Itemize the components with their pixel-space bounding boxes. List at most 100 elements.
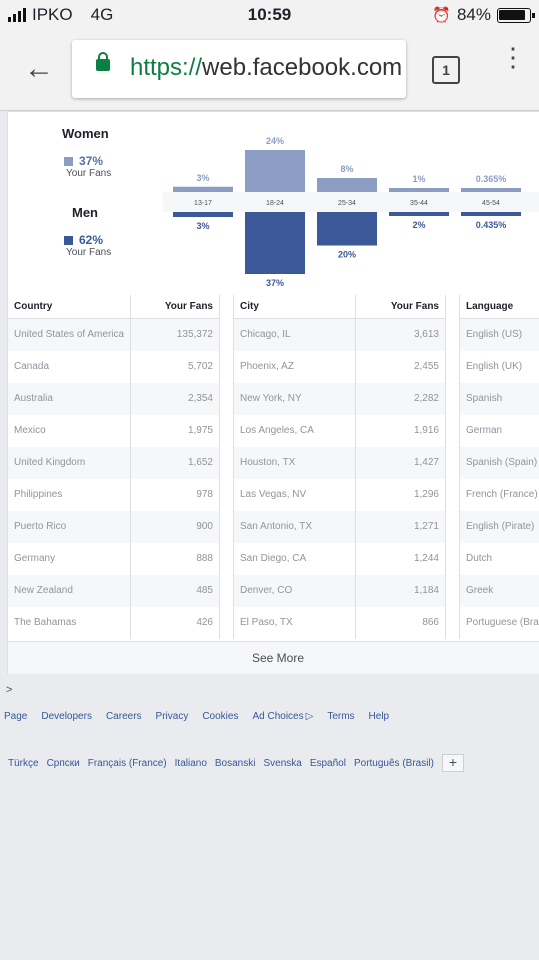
browser-toolbar: ← https://web.facebook.com 1 ⋮ <box>0 30 539 111</box>
men-sub: Your Fans <box>66 247 112 258</box>
men-legend: Men 62% Your Fans <box>64 205 111 258</box>
table-cell: Spanish <box>460 383 539 415</box>
table-cell: 1,652 <box>131 447 219 479</box>
table-cell: Greek <box>460 575 539 607</box>
footer-link[interactable]: Privacy <box>155 711 189 722</box>
country-column: Country United States of America Canada Aus… <box>8 295 130 639</box>
language-column: Language English (US) English (UK) Spanish G… <box>459 295 539 639</box>
battery-icon <box>497 7 535 23</box>
table-cell: 900 <box>131 511 219 543</box>
table-cell: Philippines <box>14 489 63 500</box>
table-cell: 426 <box>196 617 213 628</box>
table-cell: 2,354 <box>131 383 219 415</box>
table-cell: Germany <box>14 553 56 564</box>
back-arrow-icon[interactable]: ← <box>24 52 54 85</box>
table-cell: The Bahamas <box>14 617 77 628</box>
women-bar <box>389 188 449 192</box>
table-header[interactable]: City <box>234 295 356 319</box>
table-cell: Dutch <box>466 553 493 564</box>
more-languages-button[interactable]: + <box>442 754 464 772</box>
table-cell: English (US) <box>460 319 539 351</box>
table-header[interactable]: Your Fans <box>356 295 445 319</box>
table-header[interactable]: Language <box>460 295 539 319</box>
women-data-label: 8% <box>340 164 353 174</box>
table-cell: El Paso, TX <box>240 617 293 628</box>
table-cell: 1,244 <box>413 553 439 564</box>
city-column: City Chicago, IL Phoenix, AZ New York, NY Lo… <box>233 295 356 639</box>
url-text[interactable]: https://web.facebook.com <box>130 54 403 81</box>
table-cell: New York, NY <box>234 383 356 415</box>
age-tick-label: 35-44 <box>410 200 428 207</box>
table-cell: Portuguese (Braz <box>466 617 539 628</box>
table-cell: United Kingdom <box>8 447 130 479</box>
men-swatch <box>64 236 73 246</box>
age-tick-label: 25-34 <box>338 200 356 207</box>
table-cell: 3,613 <box>356 319 445 351</box>
signal-icon <box>8 8 26 22</box>
language-link[interactable]: Español <box>309 757 346 769</box>
lock-icon <box>96 52 110 71</box>
language-link[interactable]: Français (France) <box>87 757 167 769</box>
see-more-button[interactable]: See More <box>8 641 539 674</box>
women-data-label: 0.365% <box>476 174 507 184</box>
tab-switcher-button[interactable]: 1 <box>432 56 460 84</box>
footer-link[interactable]: Ad Choices <box>252 711 304 722</box>
women-pct: 37% <box>79 154 104 168</box>
table-cell: San Diego, CA <box>240 553 307 564</box>
footer-link[interactable]: Help <box>368 711 390 722</box>
table-cell: 1,296 <box>413 489 439 500</box>
table-cell: United States of America <box>8 319 130 351</box>
language-link[interactable]: Português (Brasil) <box>353 757 434 769</box>
clock: 10:59 <box>247 5 292 24</box>
women-legend: Women 37% Your Fans <box>62 126 111 179</box>
language-link[interactable]: Српски <box>46 757 80 769</box>
footer-link[interactable]: Terms <box>327 711 355 722</box>
address-bar[interactable]: https://web.facebook.com <box>72 40 406 98</box>
table-cell: Spanish (Spain) <box>460 447 539 479</box>
men-bar <box>389 212 449 216</box>
table-cell: 866 <box>422 617 439 628</box>
network-label: 4G <box>90 5 114 24</box>
women-bar <box>245 150 305 192</box>
age-tick-label: 13-17 <box>194 200 212 207</box>
men-bar <box>317 212 377 246</box>
footer-link[interactable]: Cookies <box>202 711 239 722</box>
country-fans-column: Your Fans 135,372 5,702 2,354 1,975 1,652 978 9… <box>130 295 220 639</box>
men-data-label: 2% <box>412 220 425 230</box>
table-cell: Australia <box>8 383 130 415</box>
footer-link[interactable]: Developers <box>41 711 92 722</box>
women-bar <box>173 186 233 192</box>
table-cell: Phoenix, AZ <box>240 361 294 372</box>
age-tick-label: 45-54 <box>482 200 500 207</box>
audience-card: Women 37% Your Fans Men 62% Your Fans 3%… <box>7 111 539 674</box>
men-bar <box>461 212 521 216</box>
footer-link[interactable]: Page <box>4 711 28 722</box>
men-data-label: 20% <box>338 250 356 260</box>
carrier-label: IPKO <box>32 5 73 24</box>
page-content: Women 37% Your Fans Men 62% Your Fans 3%… <box>0 111 539 960</box>
table-cell: Puerto Rico <box>8 511 130 543</box>
breadcrumb: > <box>6 684 13 696</box>
women-bar <box>317 178 377 192</box>
women-swatch <box>64 157 73 167</box>
table-header[interactable]: Your Fans <box>131 295 219 319</box>
language-link[interactable]: Italiano <box>174 757 207 769</box>
table-cell: Houston, TX <box>234 447 356 479</box>
table-header[interactable]: Country <box>8 295 130 319</box>
status-bar: IPKO 4G 10:59 ⏰ 84% <box>0 0 539 30</box>
women-data-label: 3% <box>196 173 209 183</box>
table-cell: San Antonio, TX <box>234 511 356 543</box>
table-cell: Los Angeles, CA <box>240 425 314 436</box>
men-pct: 62% <box>79 233 104 247</box>
table-cell: 2,282 <box>356 383 445 415</box>
footer-links: Page Developers Careers Privacy Cookies Ad Ch… <box>4 711 539 722</box>
table-cell: 1,184 <box>356 575 445 607</box>
table-cell: 1,427 <box>356 447 445 479</box>
language-link[interactable]: Türkçe <box>8 757 39 769</box>
table-cell: 1,975 <box>187 425 213 436</box>
language-link[interactable]: Bosanski <box>214 757 256 769</box>
men-data-label: 0.435% <box>476 220 507 230</box>
overflow-menu-icon[interactable]: ⋮ <box>500 42 526 72</box>
footer-link[interactable]: Careers <box>105 711 142 722</box>
language-link[interactable]: Svenska <box>263 757 302 769</box>
